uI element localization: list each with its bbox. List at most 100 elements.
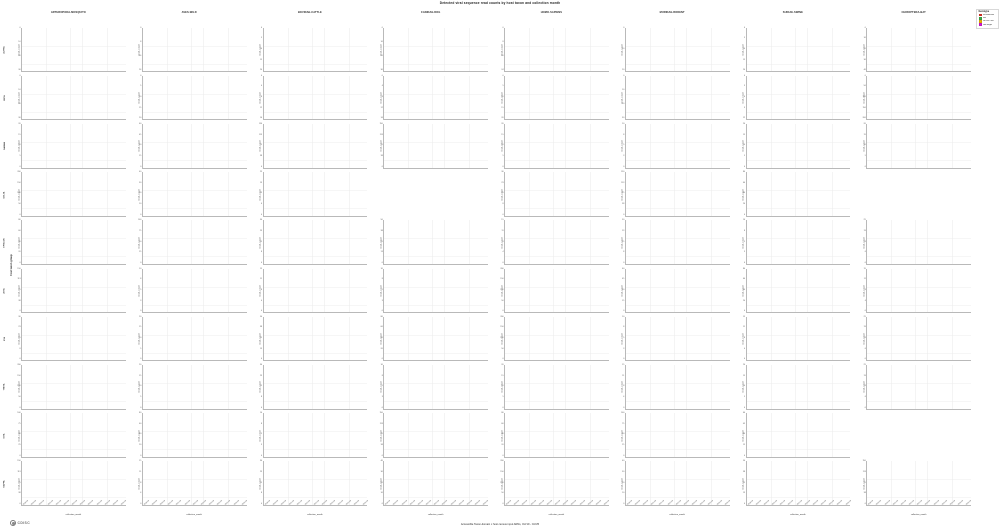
y-tick-label: 8 [381, 278, 383, 281]
chart-panel[interactable]: read_count 60 45 30 15 0 [612, 267, 733, 315]
y-tick-label: 0 [260, 74, 262, 77]
chart-panel[interactable]: read_count 0 10 20 [612, 26, 733, 74]
chart-panel[interactable]: read_count 20 15 10 5 0 [491, 363, 612, 411]
y-tick-label: 0 [864, 262, 866, 265]
chart-panel[interactable]: read_count 0 8 16 24 [491, 26, 612, 74]
chart-panel[interactable]: read_count 50 38 25 13 0 [250, 315, 371, 363]
chart-panel[interactable]: read_count 200 150 100 50 0 [491, 315, 612, 363]
chart-panel[interactable]: read_count 150 113 75 38 0 [612, 171, 733, 219]
chart-panel[interactable]: read_count 0 3 6 9 12 [733, 74, 854, 122]
bar-series [264, 269, 368, 313]
chart-panel[interactable]: read_count 20 15 10 5 0 [733, 363, 854, 411]
bar-series [264, 172, 368, 216]
chart-panel[interactable]: read_count 200 150 100 50 0 [8, 363, 129, 411]
chart-panel[interactable]: read_count 30 23 15 8 0 [612, 219, 733, 267]
chart-panel[interactable]: read_count 10 8 5 3 0 [370, 267, 491, 315]
chart-panel[interactable]: read_count 0 5 10 15 20 [250, 26, 371, 74]
chart-panel[interactable]: read_count 0 8 16 24 [129, 26, 250, 74]
y-tick-label: 4 [502, 251, 504, 254]
chart-panel[interactable]: read_count 15 11 8 4 0 [250, 267, 371, 315]
bar-series [867, 124, 971, 168]
panel-plot-area [141, 364, 247, 410]
chart-panel[interactable]: read_count 150 113 75 38 0 [250, 122, 371, 170]
chart-panel[interactable]: read_count 10 8 5 3 0 [733, 219, 854, 267]
y-tick-label: 30 [18, 315, 21, 318]
y-tick-label: 10 [501, 385, 504, 388]
chart-panel[interactable]: read_count 20 15 10 5 0 [129, 315, 250, 363]
chart-panel[interactable]: read_count 0 50 100 150 200 [853, 74, 974, 122]
chart-panel[interactable]: read_count 10 8 5 3 0 [370, 363, 491, 411]
chart-panel[interactable]: read_count 0 10 20 30 [8, 26, 129, 74]
y-tick-label: 8 [502, 203, 504, 206]
chart-panel[interactable]: read_count 60 45 30 15 0 [129, 122, 250, 170]
panel-plot-area [745, 268, 851, 314]
chart-panel[interactable]: read_count 20 15 10 5 0 [8, 122, 129, 170]
chart-panel[interactable]: read_count 0 5 10 15 20 [733, 26, 854, 74]
chart-panel[interactable]: read_count 30 23 15 8 0 [8, 315, 129, 363]
panel-yaxis-ticks: 30 23 15 8 0 [257, 219, 262, 265]
row-label-text: EPSILON [3, 238, 6, 248]
y-tick-label: 0 [502, 26, 504, 29]
chart-panel[interactable]: read_count 150 113 75 38 0 [370, 122, 491, 170]
chart-panel[interactable]: read_count 150 113 75 38 0 [8, 267, 129, 315]
chart-panel[interactable]: read_count 40 30 20 10 0 [129, 171, 250, 219]
chart-panel[interactable]: read_count 15 11 8 4 0 [733, 315, 854, 363]
panel-yaxis-ticks: 50 38 25 13 0 [257, 316, 262, 362]
panel-plot-area [141, 172, 247, 217]
chart-panel[interactable]: read_count 20 15 10 5 0 [853, 122, 974, 170]
chart-panel[interactable]: read_count 15 11 8 4 0 [853, 267, 974, 315]
y-tick-label: 4 [260, 299, 262, 302]
chart-panel[interactable]: read_count 20 15 10 5 0 [733, 122, 854, 170]
y-tick-label: 20 [259, 69, 262, 72]
chart-panel[interactable]: read_count 0 4 8 12 16 [250, 74, 371, 122]
y-tick-label: 0 [260, 358, 262, 361]
chart-panel[interactable]: read_count 25 19 13 6 0 [853, 219, 974, 267]
chart-panel[interactable]: read_count 10 8 5 3 0 [612, 315, 733, 363]
chart-panel[interactable]: read_count 100 75 50 25 0 [129, 219, 250, 267]
chart-panel[interactable]: read_count 80 60 40 20 0 [733, 171, 854, 219]
column-header-text: HOMO-SAPIENS [540, 11, 563, 14]
chart-panel[interactable]: read_count 20 15 10 5 0 [491, 122, 612, 170]
y-tick-label: 200 [500, 315, 504, 318]
bar-series [22, 317, 126, 361]
chart-panel[interactable]: read_count 200 150 100 50 0 [8, 171, 129, 219]
y-tick-label: 0 [19, 358, 21, 361]
chart-panel[interactable] [370, 171, 491, 219]
chart-panel[interactable]: read_count 20 15 10 5 0 [129, 363, 250, 411]
chart-panel[interactable]: read_count 0 10 20 30 40 [853, 26, 974, 74]
panel-yaxis-ticks: 80 60 40 20 0 [16, 219, 20, 265]
y-tick-label: 10 [742, 219, 745, 222]
y-tick-label: 8 [623, 133, 625, 136]
chart-panel[interactable]: read_count 0 5 10 15 20 [129, 74, 250, 122]
chart-panel[interactable]: read_count 0 10 20 30 [370, 26, 491, 74]
chart-panel[interactable]: read_count 0 4 8 12 16 [370, 74, 491, 122]
panel-yaxis-ticks: 0 10 20 30 [619, 75, 624, 121]
chart-panel[interactable]: read_count 80 60 40 20 0 [8, 219, 129, 267]
chart-panel[interactable]: read_count 25 19 13 6 0 [853, 315, 974, 363]
y-tick-label: 113 [621, 181, 625, 184]
chart-panel[interactable]: read_count 25 19 13 6 0 [853, 363, 974, 411]
chart-panel[interactable]: read_count 80 60 40 20 0 [733, 267, 854, 315]
bar-series [867, 365, 971, 409]
chart-panel[interactable]: read_count 50 38 25 13 0 [370, 219, 491, 267]
chart-panel[interactable]: read_count 80 60 40 20 0 [370, 315, 491, 363]
chart-panel[interactable]: read_count 0 5 10 15 20 [491, 74, 612, 122]
chart-panel[interactable]: read_count 30 23 15 8 0 [250, 363, 371, 411]
chart-panel[interactable]: read_count 200 150 100 50 0 [491, 267, 612, 315]
chart-panel[interactable]: read_count 0 10 20 30 [8, 74, 129, 122]
chart-panel[interactable] [853, 171, 974, 219]
y-tick-label: 15 [139, 326, 142, 329]
chart-panel[interactable]: read_count 15 11 8 4 0 [491, 219, 612, 267]
chart-panel[interactable]: read_count 30 23 15 8 0 [491, 171, 612, 219]
chart-panel[interactable]: read_count 30 23 15 8 0 [250, 219, 371, 267]
chart-panel[interactable]: read_count 10 8 5 3 0 [612, 122, 733, 170]
chart-panel[interactable]: read_count 15 11 8 4 0 [612, 363, 733, 411]
y-tick-label: 5 [260, 37, 262, 40]
y-tick-label: 0 [260, 310, 262, 313]
panel-plot-area [624, 220, 730, 265]
chart-panel[interactable]: read_count 10 8 5 3 0 [129, 267, 250, 315]
y-tick-label: 0 [743, 213, 745, 216]
chart-panel[interactable]: read_count 25 19 13 6 0 [250, 171, 371, 219]
panel-yaxis-ticks: 0 10 20 30 [378, 27, 383, 73]
chart-panel[interactable]: read_count 0 10 20 30 [612, 74, 733, 122]
